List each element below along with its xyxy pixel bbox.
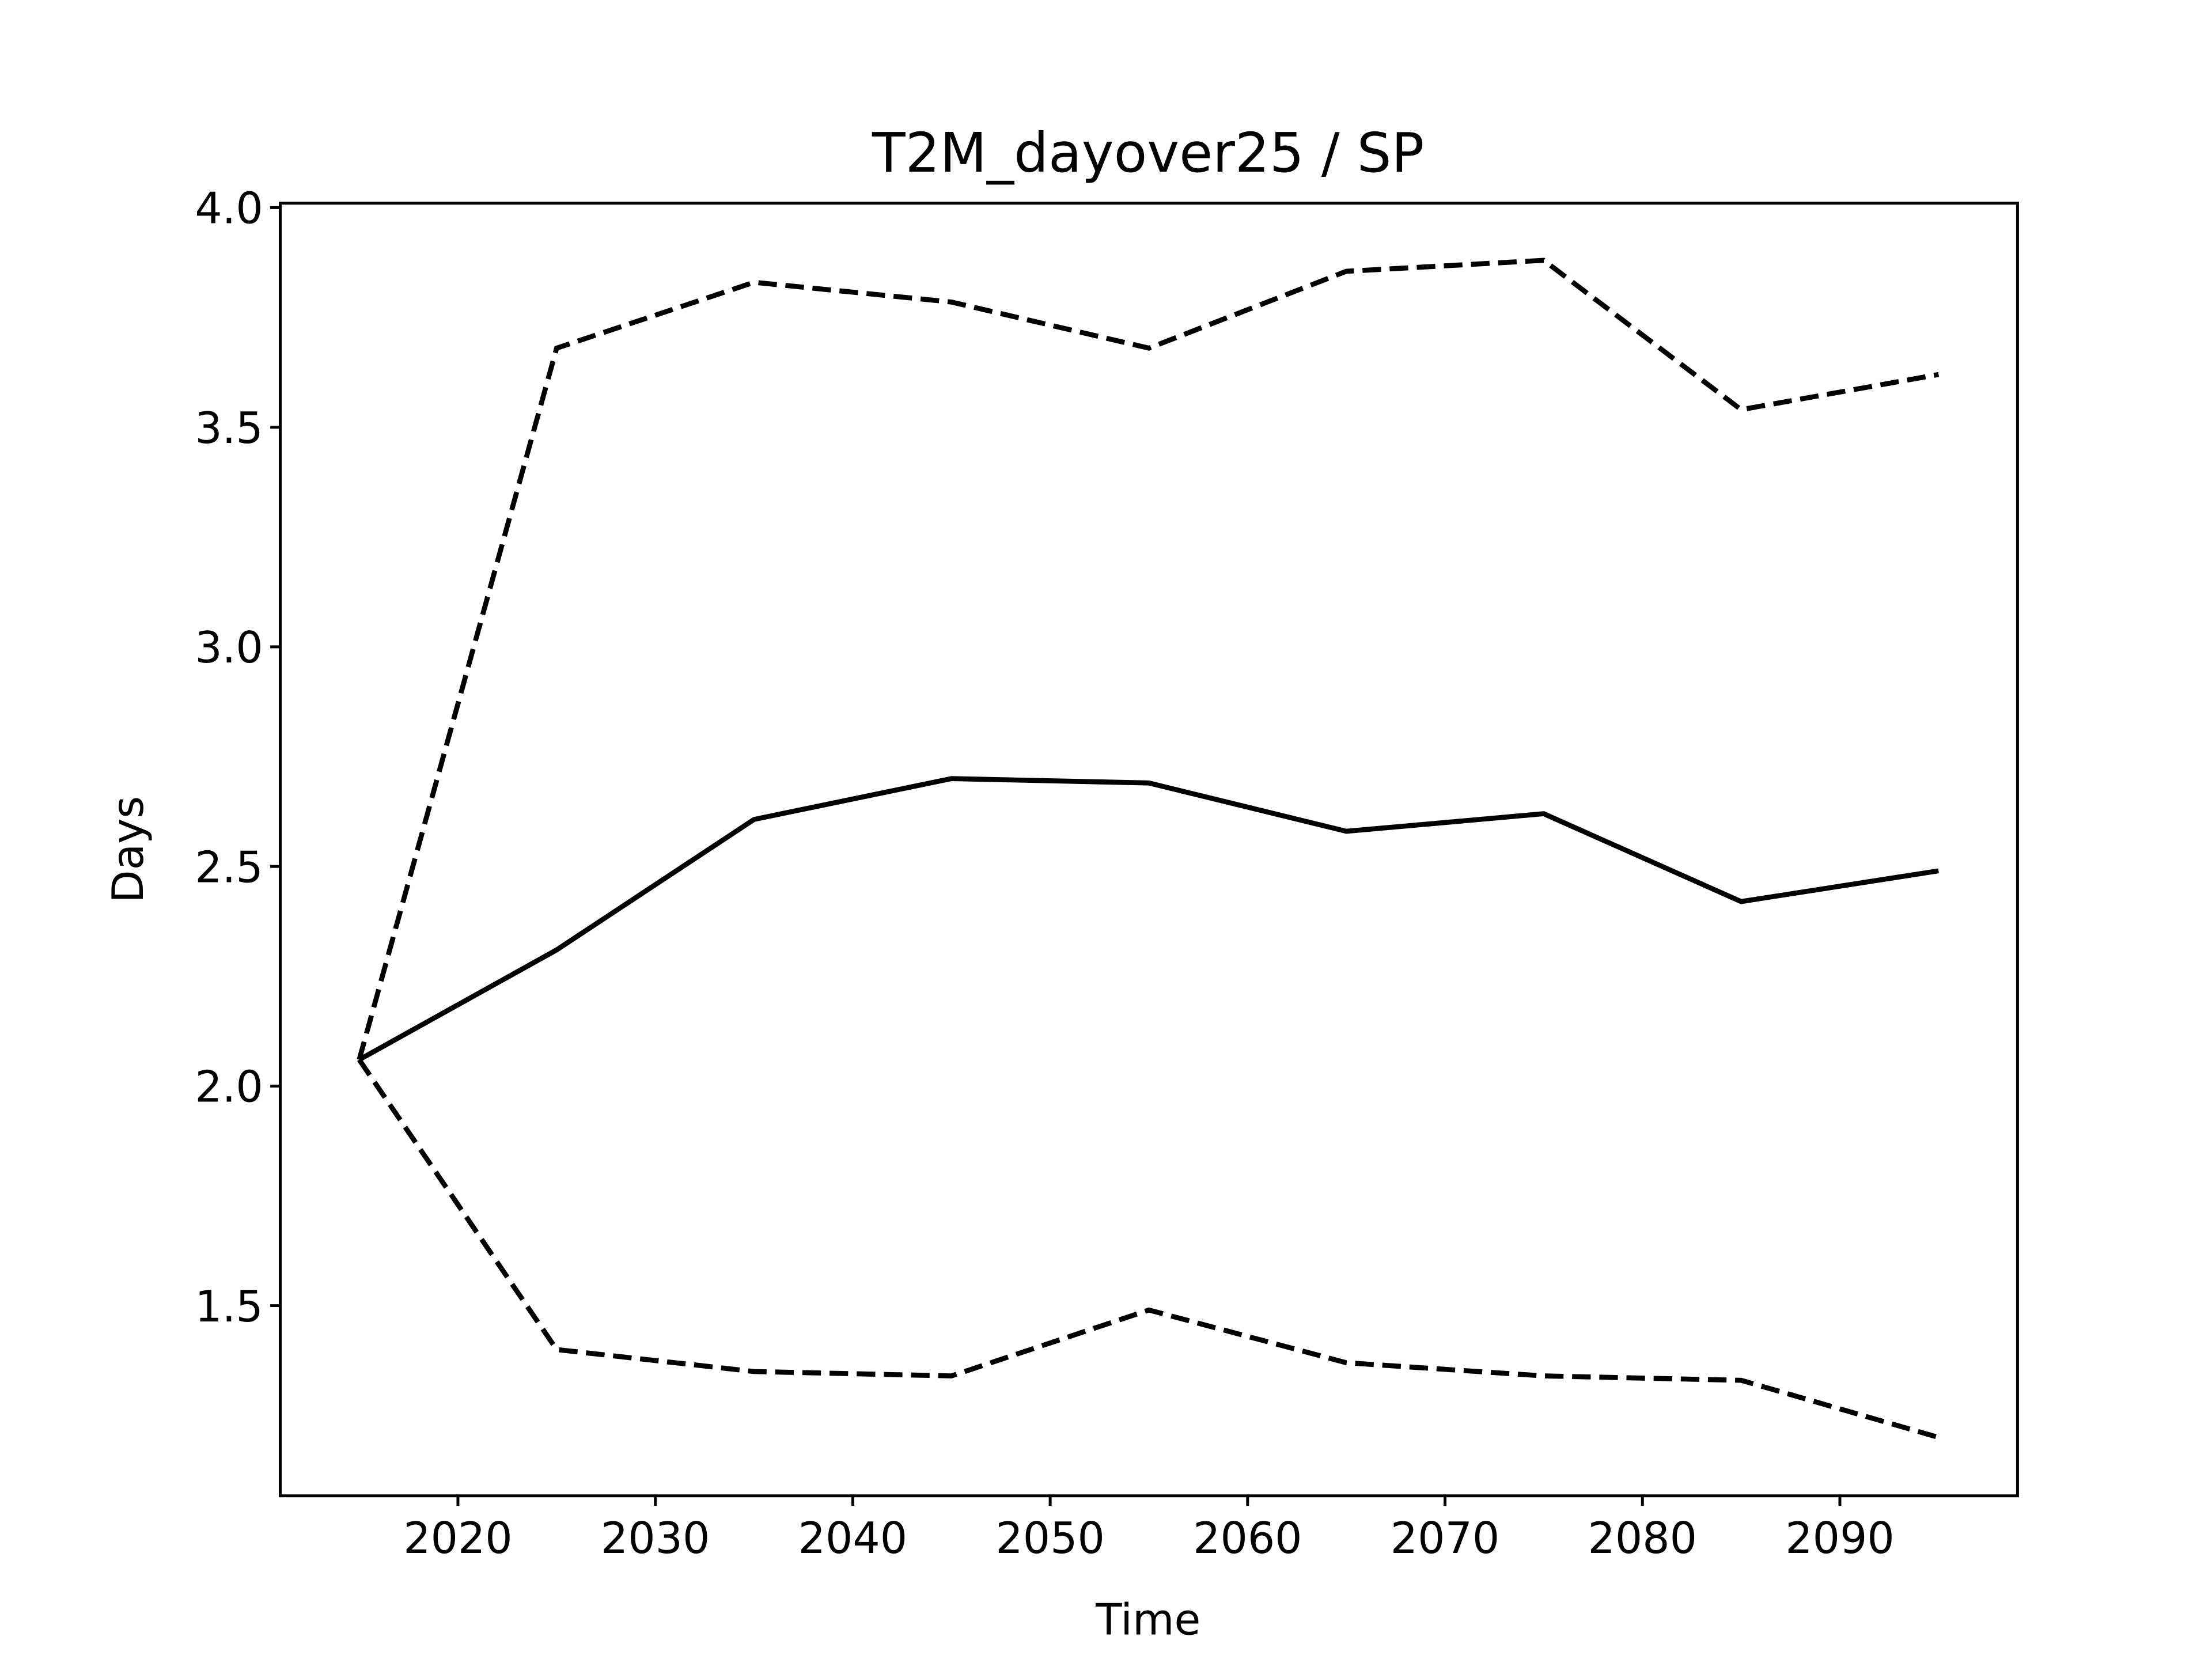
x-tick-label: 2090 — [1785, 1513, 1894, 1563]
x-axis-label: Time — [1095, 1594, 1200, 1645]
y-tick-label: 2.5 — [195, 842, 263, 892]
x-tick-label: 2030 — [601, 1513, 710, 1563]
y-tick-label: 2.0 — [195, 1062, 263, 1112]
x-tick-label: 2050 — [995, 1513, 1104, 1563]
y-tick-label: 4.0 — [195, 184, 263, 234]
plot-frame — [279, 202, 2019, 1498]
y-tick-label: 3.0 — [195, 623, 263, 673]
x-tick-label: 2060 — [1193, 1513, 1302, 1563]
y-tick-label: 3.5 — [195, 403, 263, 453]
series-line — [358, 776, 1939, 1062]
x-tick-label: 2020 — [403, 1513, 512, 1563]
x-tick-label: 2040 — [798, 1513, 907, 1563]
x-tick-label: 2070 — [1391, 1513, 1499, 1563]
chart-title: T2M_dayover25 / SP — [872, 122, 1424, 185]
y-tick-label: 1.5 — [195, 1282, 263, 1332]
series-line — [357, 1058, 1940, 1440]
y-axis-label: Days — [103, 796, 153, 903]
series-line — [357, 257, 1940, 1060]
x-tick-label: 2080 — [1588, 1513, 1697, 1563]
